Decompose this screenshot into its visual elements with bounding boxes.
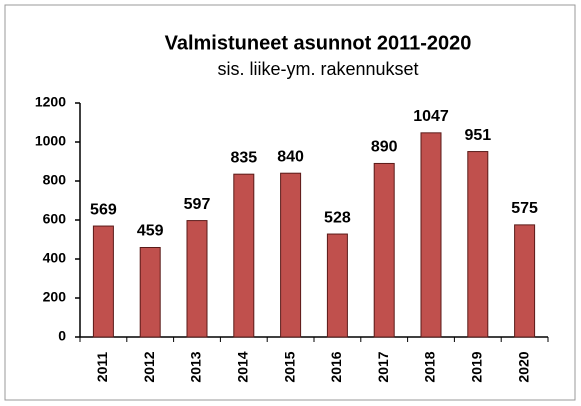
x-tick-label: 2015: [281, 351, 297, 382]
x-tick-label: 2019: [469, 351, 485, 382]
value-label: 1047: [413, 108, 449, 125]
bar: [326, 233, 348, 338]
x-tick-label: 2013: [188, 351, 204, 382]
chart-title: Valmistuneet asunnot 2011-2020: [165, 32, 472, 54]
x-tick-label: 2018: [422, 351, 438, 382]
x-tick-label: 2020: [515, 351, 531, 382]
value-label: 840: [277, 148, 304, 165]
bar: [373, 162, 395, 338]
bar: [280, 172, 302, 338]
bar: [233, 173, 255, 338]
bar: [186, 220, 208, 338]
value-label: 575: [511, 200, 538, 217]
bar: [420, 132, 442, 338]
bar: [514, 224, 536, 338]
y-tick-label: 1200: [35, 94, 66, 110]
bar: [92, 225, 114, 338]
y-tick-label: 0: [58, 328, 66, 344]
x-tick-label: 2012: [141, 351, 157, 382]
value-label: 951: [464, 127, 491, 144]
chart-subtitle: sis. liike-ym. rakennukset: [217, 59, 418, 79]
bar: [467, 151, 489, 338]
value-label: 890: [371, 139, 398, 156]
y-tick-label: 600: [43, 211, 67, 227]
x-tick-label: 2017: [375, 351, 391, 382]
x-tick-label: 2011: [94, 352, 110, 383]
y-tick-label: 200: [43, 289, 67, 305]
value-label: 459: [137, 223, 164, 240]
x-tick-label: 2016: [328, 351, 344, 382]
y-tick-label: 400: [43, 250, 67, 266]
value-label: 835: [230, 149, 257, 166]
x-tick-label: 2014: [235, 351, 251, 382]
y-tick-label: 800: [43, 172, 67, 188]
bar: [139, 246, 161, 338]
value-label: 597: [184, 196, 211, 213]
y-tick-label: 1000: [35, 133, 66, 149]
value-label: 528: [324, 209, 351, 226]
value-label: 569: [90, 201, 117, 218]
